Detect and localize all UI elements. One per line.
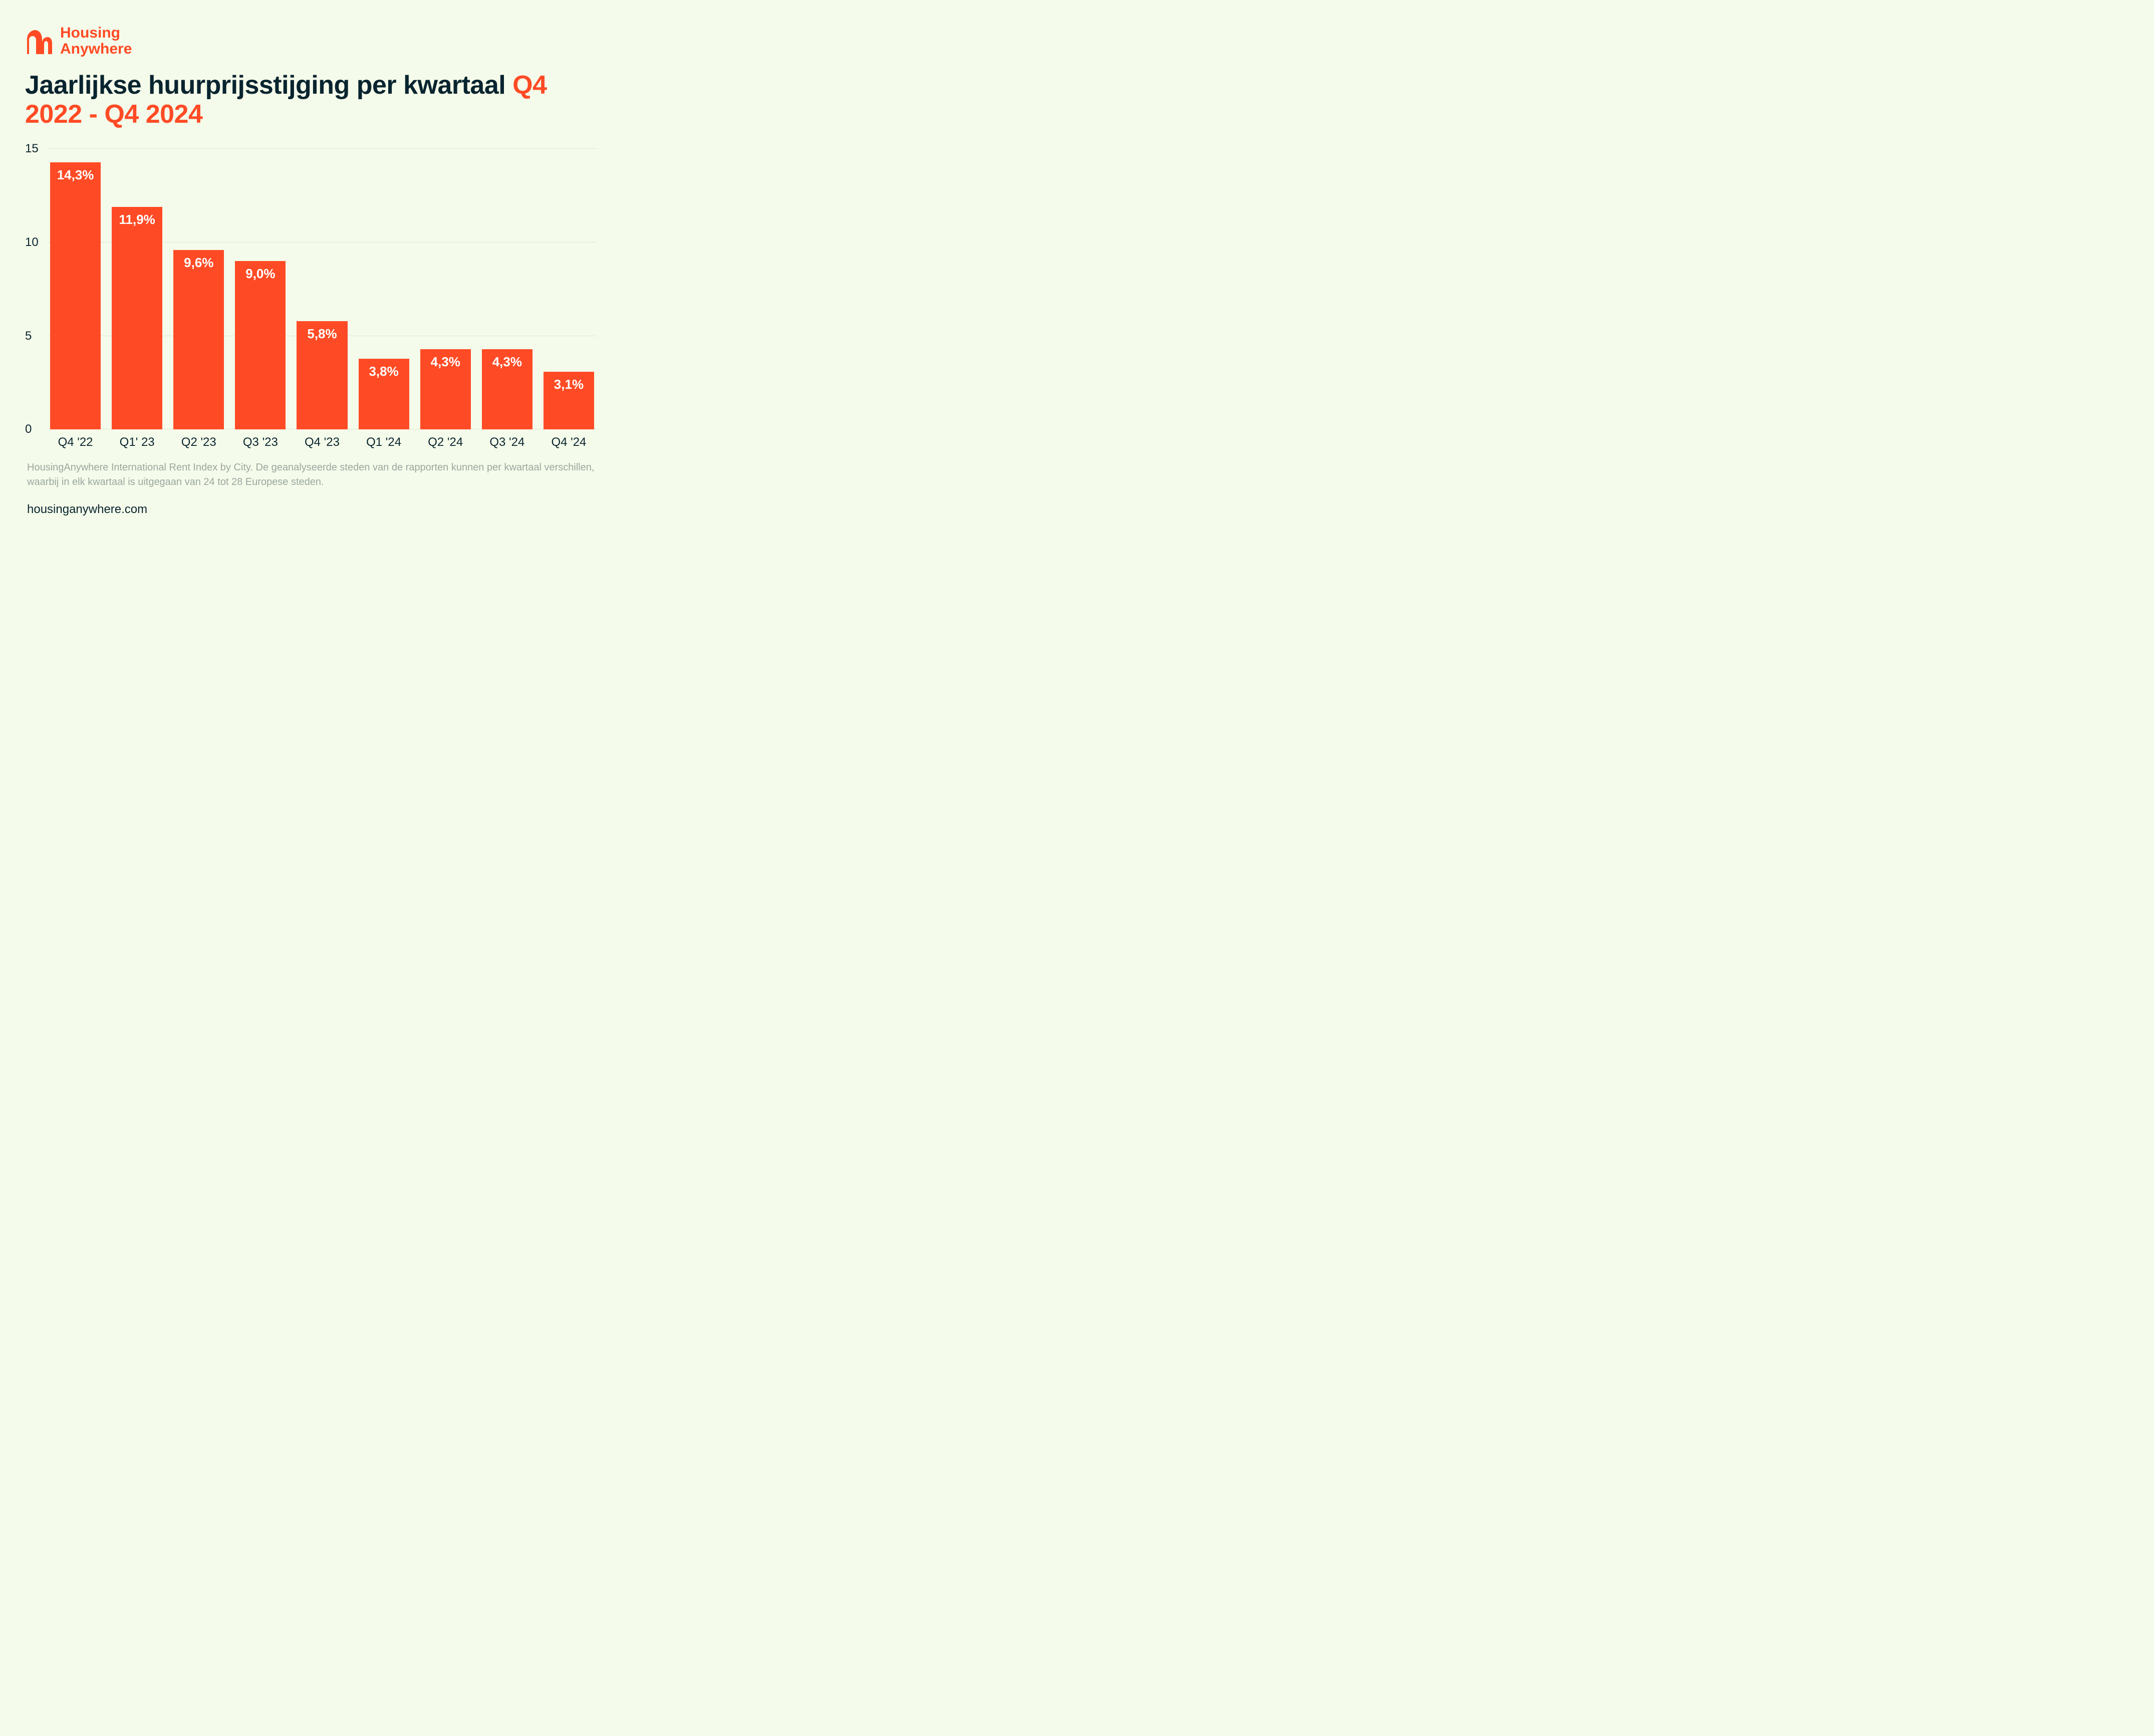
y-tick-label: 10 <box>25 235 45 250</box>
brand-name-line2: Anywhere <box>60 41 132 57</box>
bar-slot: 3,1% <box>544 372 594 430</box>
bar-chart: 05101514,3%11,9%9,6%9,0%5,8%3,8%4,3%4,3%… <box>25 149 596 449</box>
x-tick-label: Q3 '23 <box>235 435 286 449</box>
brand-logo-icon <box>25 28 53 54</box>
bar-slot: 5,8% <box>297 321 347 430</box>
y-tick-label: 15 <box>25 142 45 156</box>
chart-title-main: Jaarlijkse huurprijsstijging per kwartaa… <box>25 71 505 100</box>
x-tick-label: Q2 '23 <box>173 435 224 449</box>
bar: 9,6% <box>173 250 224 429</box>
bar-value-label: 11,9% <box>112 212 162 227</box>
bar-value-label: 5,8% <box>297 326 347 342</box>
bar-value-label: 4,3% <box>420 354 471 370</box>
bar-slot: 9,0% <box>235 261 286 429</box>
x-tick-label: Q2 '24 <box>420 435 471 449</box>
bar-slot: 14,3% <box>50 162 101 430</box>
bar: 3,8% <box>359 359 409 430</box>
bar: 11,9% <box>112 207 162 429</box>
x-tick-label: Q4 '23 <box>297 435 347 449</box>
bar-value-label: 9,0% <box>235 266 286 282</box>
bar-value-label: 3,1% <box>544 377 594 392</box>
bar: 5,8% <box>297 321 347 430</box>
bars-container: 14,3% 11,9% 9,6% 9,0% 5,8% 3,8% 4,3% 4,3% 3,1% <box>48 149 596 429</box>
bar-slot: 4,3% <box>482 349 532 430</box>
brand-name-line1: Housing <box>60 25 132 41</box>
bar: 9,0% <box>235 261 286 429</box>
bar-value-label: 4,3% <box>482 354 532 370</box>
x-tick-label: Q3 '24 <box>482 435 532 449</box>
brand-logo: Housing Anywhere <box>25 25 596 57</box>
bar: 14,3% <box>50 162 101 430</box>
plot-area: 05101514,3%11,9%9,6%9,0%5,8%3,8%4,3%4,3%… <box>48 149 596 429</box>
x-tick-label: Q4 '24 <box>544 435 594 449</box>
x-tick-label: Q1 '24 <box>359 435 409 449</box>
bar-slot: 3,8% <box>359 359 409 430</box>
bar-value-label: 14,3% <box>50 167 101 183</box>
y-tick-label: 5 <box>25 329 45 343</box>
brand-logo-text: Housing Anywhere <box>60 25 132 57</box>
x-axis: Q4 '22 Q1' 23 Q2 '23 Q3 '23 Q4 '23 Q1 '24 Q2 '… <box>48 429 596 449</box>
bar-slot: 11,9% <box>112 207 162 429</box>
x-tick-label: Q4 '22 <box>50 435 101 449</box>
x-tick-label: Q1' 23 <box>112 435 162 449</box>
site-url: housinganywhere.com <box>25 503 596 517</box>
bar: 3,1% <box>544 372 594 430</box>
chart-title: Jaarlijkse huurprijsstijging per kwartaa… <box>25 71 596 129</box>
bar: 4,3% <box>482 349 532 430</box>
bar-value-label: 3,8% <box>359 364 409 379</box>
bar: 4,3% <box>420 349 471 430</box>
y-tick-label: 0 <box>25 422 45 436</box>
bar-slot: 9,6% <box>173 250 224 429</box>
bar-slot: 4,3% <box>420 349 471 430</box>
footnote: HousingAnywhere International Rent Index… <box>25 460 596 489</box>
bar-value-label: 9,6% <box>173 255 224 271</box>
